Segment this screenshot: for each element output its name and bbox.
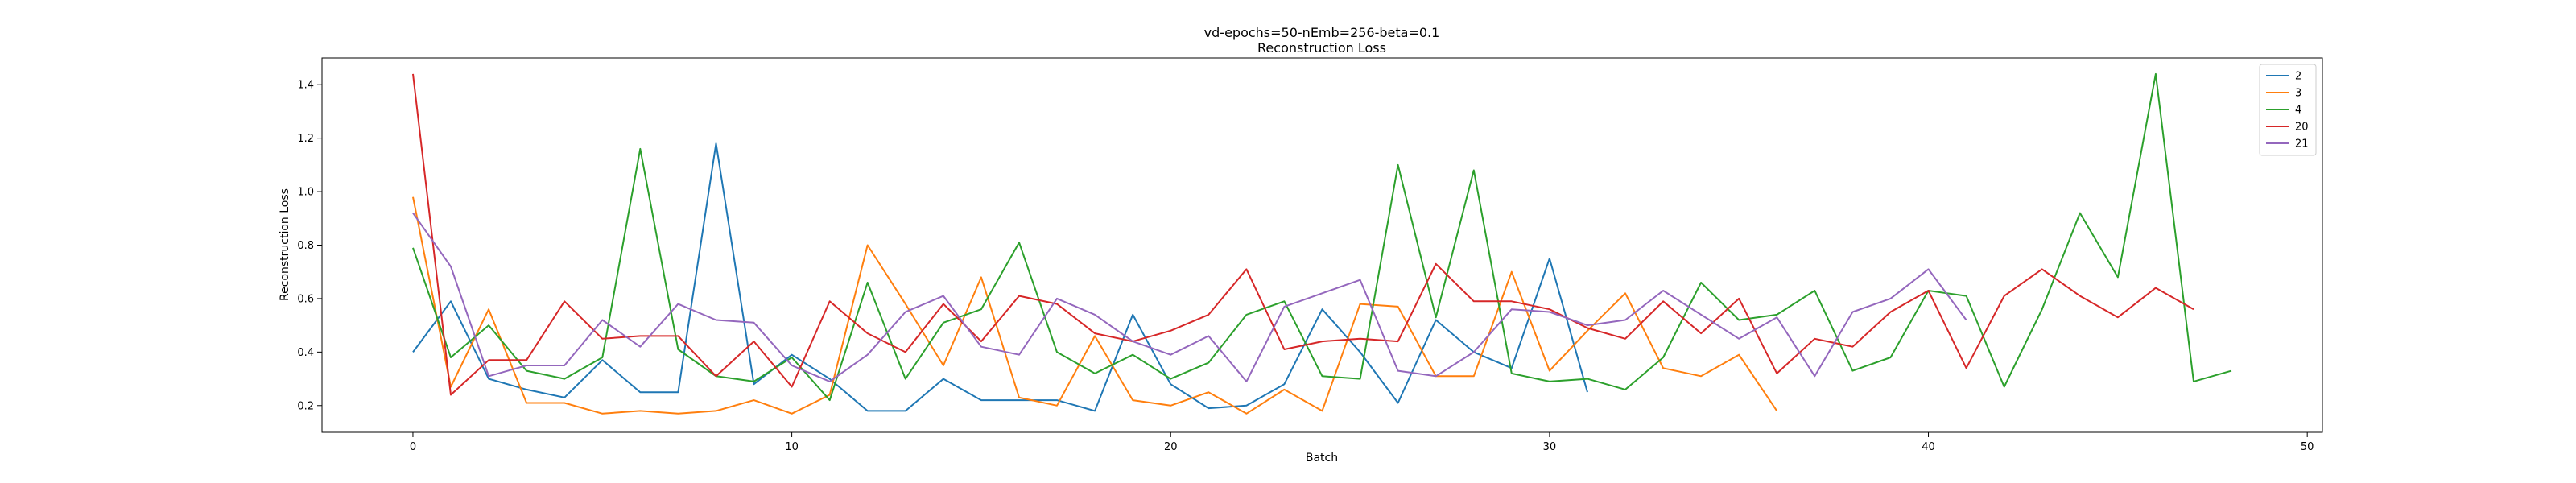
x-tick-label: 40 xyxy=(1922,441,1935,453)
legend-label-20: 20 xyxy=(2295,122,2309,134)
y-tick-label: 0.8 xyxy=(297,240,314,252)
legend-label-2: 2 xyxy=(2295,71,2301,83)
x-tick-label: 50 xyxy=(2301,441,2314,453)
x-tick-label: 30 xyxy=(1543,441,1557,453)
y-tick-label: 1.0 xyxy=(297,187,314,199)
y-tick-label: 0.4 xyxy=(297,347,314,359)
series-line-21 xyxy=(412,213,1967,382)
axis-ticks: 0 10 20 30 40 50 0.2 0.4 0.6 0.8 1.0 1.2 1.4 xyxy=(297,80,2314,453)
legend-label-3: 3 xyxy=(2295,88,2301,100)
y-tick-label: 1.4 xyxy=(297,80,314,92)
plot-area xyxy=(412,72,2232,415)
x-tick-label: 0 xyxy=(410,441,416,453)
series-line-20 xyxy=(412,73,2194,396)
x-tick-label: 20 xyxy=(1164,441,1178,453)
legend-label-4: 4 xyxy=(2295,105,2301,117)
x-axis-label: Batch xyxy=(1306,452,1338,464)
y-tick-label: 0.2 xyxy=(297,400,314,412)
legend-label-21: 21 xyxy=(2295,138,2309,151)
series-line-3 xyxy=(412,196,1778,415)
y-tick-label: 1.2 xyxy=(297,133,314,145)
y-axis-label: Reconstruction Loss xyxy=(279,188,291,301)
legend: 2 3 4 20 21 xyxy=(2259,64,2317,156)
chart-title: vd-epochs=50-nEmb=256-beta=0.1 xyxy=(1204,25,1440,40)
series-line-2 xyxy=(412,142,1588,412)
y-tick-label: 0.6 xyxy=(297,293,314,305)
x-tick-label: 10 xyxy=(785,441,799,453)
chart-subtitle: Reconstruction Loss xyxy=(1257,40,1386,56)
